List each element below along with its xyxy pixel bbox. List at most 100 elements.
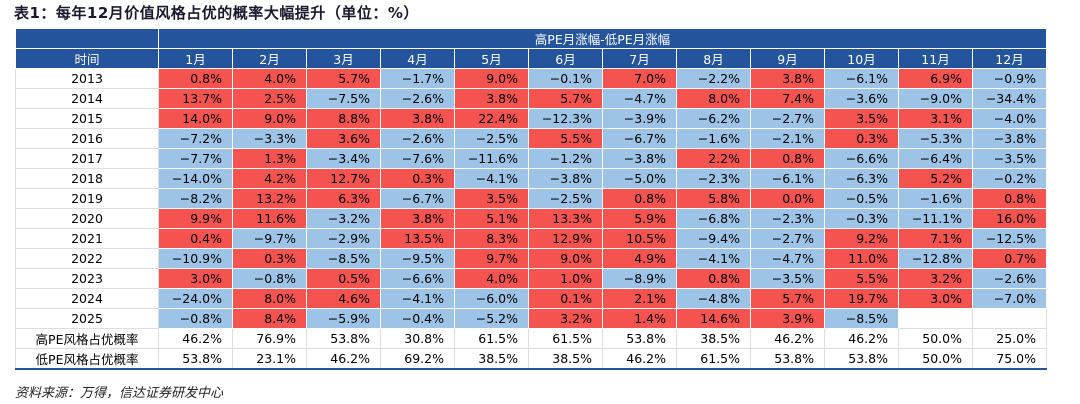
row-label: 2015 [15, 108, 159, 129]
value-cell: 13.5% [380, 228, 455, 249]
value-cell: −5.0% [602, 168, 677, 189]
value-cell: 53.8% [306, 328, 381, 349]
value-cell: −4.1% [676, 248, 751, 269]
value-cell: 4.0% [454, 268, 529, 289]
value-cell: 69.2% [380, 348, 455, 370]
row-label: 2014 [15, 88, 159, 109]
value-cell: 13.3% [528, 208, 603, 229]
value-cell: 0.8% [972, 188, 1047, 209]
value-cell: 0.7% [972, 248, 1047, 269]
value-cell: 3.1% [898, 108, 973, 129]
band-row: 高PE月涨幅-低PE月涨幅 [15, 28, 1047, 49]
column-header: 5月 [454, 48, 529, 69]
value-cell: 8.3% [454, 228, 529, 249]
value-cell: −9.5% [380, 248, 455, 269]
value-cell: −7.2% [158, 128, 233, 149]
value-cell: 53.8% [750, 348, 825, 370]
year-row: 2017 −7.7% 1.3% −3.4% −7.6% −11.6% −1.2% −3.8% 2… [15, 148, 1047, 169]
year-row: 2014 13.7% 2.5% −7.5% −2.6% 3.8% 5.7% −4.7% 8.0%… [15, 88, 1047, 109]
value-cell: 13.7% [158, 88, 233, 109]
value-cell: −9.4% [676, 228, 751, 249]
value-cell: 30.8% [380, 328, 455, 349]
data-table: 高PE月涨幅-低PE月涨幅 时间 1月 2月 3月 4月 5月 6月 7月 8月 9月 10月 11月… [15, 28, 1047, 370]
value-cell: −6.6% [824, 148, 899, 169]
value-cell: 12.7% [306, 168, 381, 189]
value-cell: 9.0% [232, 108, 307, 129]
value-cell: 7.0% [602, 68, 677, 89]
value-cell: 53.8% [824, 348, 899, 370]
value-cell: 12.9% [528, 228, 603, 249]
year-row: 2022 −10.9% 0.3% −8.5% −9.5% 9.7% 9.0% 4.9% −4.1… [15, 248, 1047, 269]
value-cell: 75.0% [972, 348, 1047, 370]
row-label: 2023 [15, 268, 159, 289]
value-cell: −3.9% [602, 108, 677, 129]
value-cell: −0.1% [528, 68, 603, 89]
value-cell: −3.5% [972, 148, 1047, 169]
value-cell: 3.9% [750, 308, 825, 329]
value-cell: 5.1% [454, 208, 529, 229]
value-cell: 19.7% [824, 288, 899, 309]
value-cell: 38.5% [528, 348, 603, 370]
value-cell: 3.8% [380, 108, 455, 129]
value-cell: 8.0% [232, 288, 307, 309]
value-cell: 2.5% [232, 88, 307, 109]
value-cell: 0.1% [528, 288, 603, 309]
value-cell: −3.8% [602, 148, 677, 169]
row-label: 2025 [15, 308, 159, 329]
value-cell: −2.2% [676, 68, 751, 89]
value-cell: 3.5% [454, 188, 529, 209]
column-header: 4月 [380, 48, 455, 69]
row-label: 2018 [15, 168, 159, 189]
column-header: 9月 [750, 48, 825, 69]
row-label: 低PE风格占优概率 [15, 348, 159, 370]
value-cell: 1.3% [232, 148, 307, 169]
year-row: 2013 0.8% 4.0% 5.7% −1.7% 9.0% −0.1% 7.0% −2.2% 3… [15, 68, 1047, 89]
value-cell: −6.1% [824, 68, 899, 89]
value-cell: 8.4% [232, 308, 307, 329]
value-cell: 0.0% [750, 188, 825, 209]
value-cell: −7.7% [158, 148, 233, 169]
value-cell: −2.7% [750, 108, 825, 129]
value-cell: 50.0% [898, 348, 973, 370]
value-cell: −6.4% [898, 148, 973, 169]
value-cell: 53.8% [158, 348, 233, 370]
corner-cell [15, 28, 159, 49]
band-header: 高PE月涨幅-低PE月涨幅 [158, 28, 1047, 49]
value-cell: 8.8% [306, 108, 381, 129]
value-cell: 13.2% [232, 188, 307, 209]
value-cell: −0.8% [232, 268, 307, 289]
column-header: 10月 [824, 48, 899, 69]
value-cell: −12.8% [898, 248, 973, 269]
value-cell: 53.8% [602, 328, 677, 349]
value-cell: −2.3% [750, 208, 825, 229]
row-label: 2013 [15, 68, 159, 89]
column-header: 11月 [898, 48, 973, 69]
column-header: 时间 [15, 48, 159, 69]
value-cell: 5.2% [898, 168, 973, 189]
summary-row: 高PE风格占优概率 46.2% 76.9% 53.8% 30.8% 61.5% 61.5% 5… [15, 328, 1047, 349]
value-cell: 7.1% [898, 228, 973, 249]
empty-cell [898, 308, 973, 329]
value-cell: 50.0% [898, 328, 973, 349]
value-cell: −2.6% [972, 268, 1047, 289]
value-cell: 6.3% [306, 188, 381, 209]
value-cell: −6.3% [824, 168, 899, 189]
value-cell: 61.5% [676, 348, 751, 370]
value-cell: 11.0% [824, 248, 899, 269]
value-cell: 46.2% [306, 348, 381, 370]
value-cell: −3.4% [306, 148, 381, 169]
column-header: 1月 [158, 48, 233, 69]
value-cell: −2.7% [750, 228, 825, 249]
value-cell: −4.1% [380, 288, 455, 309]
value-cell: 3.5% [824, 108, 899, 129]
value-cell: −1.6% [676, 128, 751, 149]
value-cell: −4.7% [602, 88, 677, 109]
value-cell: −7.6% [380, 148, 455, 169]
year-row: 2018 −14.0% 4.2% 12.7% 0.3% −4.1% −3.8% −5.0% −2… [15, 168, 1047, 189]
value-cell: 46.2% [602, 348, 677, 370]
value-cell: −9.0% [898, 88, 973, 109]
value-cell: 25.0% [972, 328, 1047, 349]
value-cell: 14.0% [158, 108, 233, 129]
row-label: 2022 [15, 248, 159, 269]
header-row: 时间 1月 2月 3月 4月 5月 6月 7月 8月 9月 10月 11月 12月 [15, 48, 1047, 69]
